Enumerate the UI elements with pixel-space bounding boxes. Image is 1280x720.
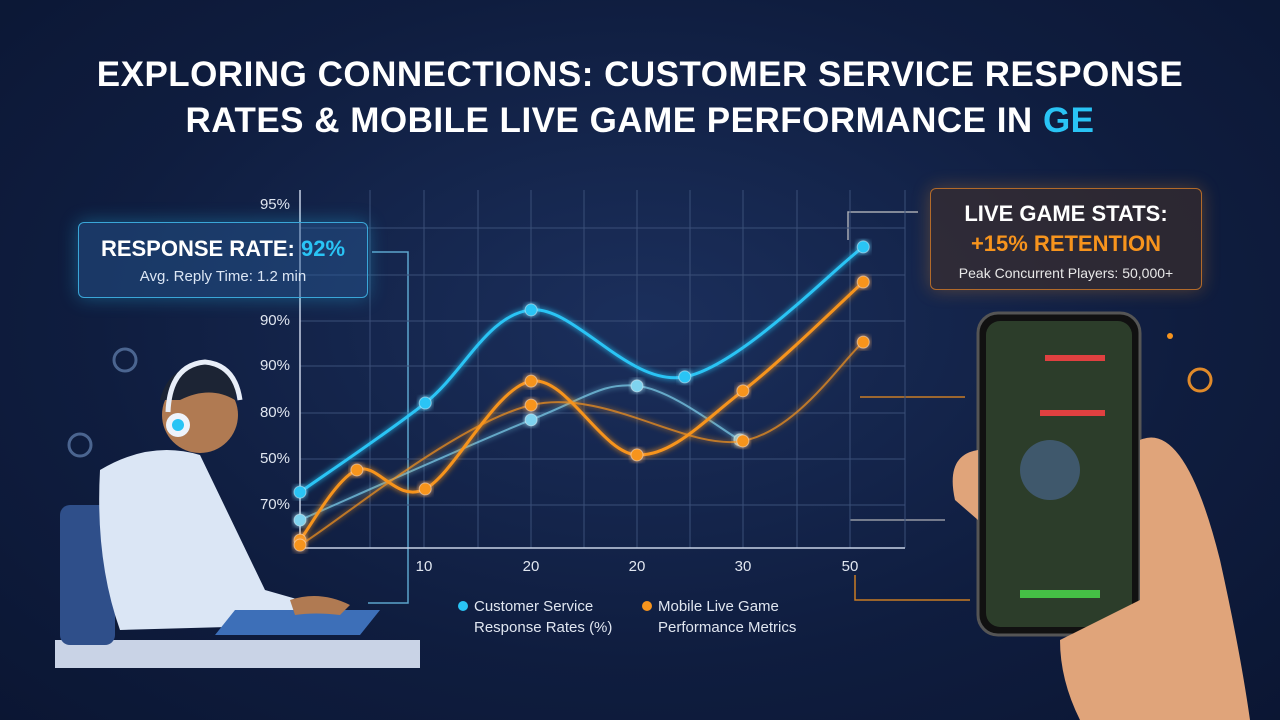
card-detail: Peak Concurrent Players: 50,000+ <box>958 265 1174 281</box>
data-point <box>524 413 538 427</box>
data-point <box>736 434 750 448</box>
card-detail: Avg. Reply Time: 1.2 min <box>139 268 307 285</box>
legend-label: Mobile Live Game Performance Metrics <box>658 598 797 636</box>
x-tick-label: 10 <box>416 558 433 575</box>
card-heading: RESPONSE RATE: <box>100 236 295 261</box>
illustration <box>55 311 1250 720</box>
data-point <box>524 374 538 388</box>
series-line <box>299 245 865 494</box>
legend-item: Customer Service Response Rates (%) <box>458 596 644 638</box>
y-tick-label: 70% <box>260 496 290 513</box>
series-line <box>299 384 741 521</box>
y-tick-label: 80% <box>260 404 290 421</box>
series-line <box>299 341 864 546</box>
data-point <box>736 384 750 398</box>
data-point <box>630 448 644 462</box>
data-point <box>856 335 870 349</box>
data-point <box>630 379 644 393</box>
title: EXPLORING CONNECTIONS: CUSTOMER SERVICE … <box>0 52 1280 144</box>
data-point <box>678 370 692 384</box>
card-heading: LIVE GAME STATS: <box>964 201 1168 226</box>
x-tick-label: 50 <box>842 558 859 575</box>
data-point <box>856 275 870 289</box>
card-highlight: +15% RETENTION <box>970 231 1162 256</box>
data-point <box>350 463 364 477</box>
data-point <box>856 240 870 254</box>
x-tick-label: 30 <box>735 558 752 575</box>
legend-swatch <box>458 601 468 611</box>
title-line: RATES & MOBILE LIVE GAME PERFORMANCE IN <box>185 101 1033 140</box>
legend-item: Mobile Live Game Performance Metrics <box>642 596 828 638</box>
title-highlight: GE <box>1042 101 1095 140</box>
data-point <box>418 482 432 496</box>
stats-card: LIVE GAME STATS: +15% RETENTION Peak Con… <box>930 188 1202 290</box>
y-tick-label: 95% <box>260 196 290 213</box>
y-tick-label: 90% <box>260 357 290 374</box>
data-point <box>293 513 307 527</box>
x-tick-label: 20 <box>523 558 540 575</box>
data-point <box>418 396 432 410</box>
data-point <box>293 538 307 552</box>
title-line: EXPLORING CONNECTIONS: CUSTOMER SERVICE … <box>96 55 1184 94</box>
x-tick-label: 20 <box>629 558 646 575</box>
y-tick-label: 90% <box>260 312 290 329</box>
legend-label: Customer Service Response Rates (%) <box>474 598 613 636</box>
data-point <box>524 398 538 412</box>
response-card: RESPONSE RATE: 92% Avg. Reply Time: 1.2 … <box>78 222 368 298</box>
y-tick-label: 50% <box>260 450 290 467</box>
card-value: 92% <box>301 236 346 261</box>
legend-swatch <box>642 601 652 611</box>
connectors <box>368 211 970 604</box>
data-point <box>293 485 307 499</box>
data-point <box>524 303 538 317</box>
